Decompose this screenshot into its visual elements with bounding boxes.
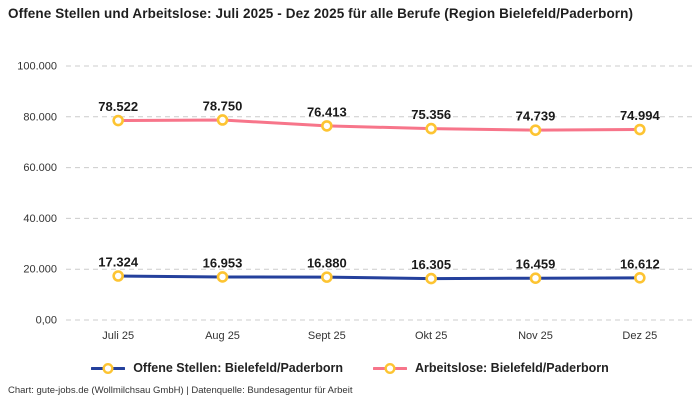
data-point-label: 74.739 (516, 109, 556, 124)
x-axis-tick-label: Nov 25 (518, 330, 553, 342)
line-marker-icon (372, 362, 407, 374)
x-axis-tick-label: Juli 25 (102, 330, 134, 342)
line-marker-icon (91, 362, 126, 374)
legend-item-arbeitslose[interactable]: Arbeitslose: Bielefeld/Paderborn (372, 361, 609, 375)
data-point-0 (425, 272, 437, 285)
data-point-label: 76.413 (307, 104, 347, 119)
data-point-label: 16.305 (411, 257, 451, 272)
data-point-label: 16.612 (620, 256, 660, 271)
data-point-1 (425, 122, 437, 135)
data-point-1 (529, 124, 542, 136)
legend-label: Offene Stellen: Bielefeld/Paderborn (133, 361, 343, 375)
data-point-0 (634, 272, 646, 284)
data-point-label: 74.994 (620, 108, 661, 123)
chart-credit: Chart: gute-jobs.de (Wollmilchsau GmbH) … (8, 385, 353, 396)
data-point-label: 78.750 (203, 98, 243, 113)
x-axis-tick-label: Sept 25 (308, 330, 346, 342)
x-axis-tick-label: Okt 25 (415, 330, 447, 342)
x-axis-tick-label: Dez 25 (622, 330, 657, 342)
series-line-1 (116, 118, 642, 132)
data-point-label: 16.880 (307, 256, 347, 271)
series-line-0 (116, 274, 642, 281)
legend-item-offene-stellen[interactable]: Offene Stellen: Bielefeld/Paderborn (91, 361, 343, 375)
y-axis-tick-label: 0,00 (36, 315, 57, 327)
y-axis-tick-label: 40.000 (23, 213, 57, 225)
data-point-1 (112, 114, 124, 127)
y-axis-tick-label: 100.000 (17, 61, 57, 73)
y-axis-tick-label: 80.000 (23, 111, 57, 123)
data-point-1 (321, 120, 333, 132)
legend-label: Arbeitslose: Bielefeld/Paderborn (414, 361, 609, 375)
chart-title: Offene Stellen und Arbeitslose: Juli 202… (8, 6, 634, 21)
data-point-0 (216, 271, 229, 283)
data-point-label: 17.324 (98, 254, 139, 269)
data-point-label: 16.459 (516, 257, 556, 272)
y-axis-tick-label: 60.000 (23, 162, 57, 174)
legend: Offene Stellen: Bielefeld/Paderborn Arbe… (0, 361, 700, 375)
data-point-label: 78.522 (98, 99, 138, 114)
data-point-1 (216, 114, 229, 126)
data-point-0 (321, 271, 333, 283)
data-point-0 (112, 270, 124, 282)
line-chart: 0,00 20.000 40.000 60.000 80.000 100.000 Juli … (17, 61, 692, 342)
y-axis-tick-label: 20.000 (23, 264, 57, 276)
data-point-label: 75.356 (411, 107, 451, 122)
data-point-0 (529, 272, 542, 284)
data-point-1 (634, 123, 646, 136)
data-point-label: 16.953 (203, 255, 243, 270)
x-axis-tick-label: Aug 25 (205, 330, 240, 342)
